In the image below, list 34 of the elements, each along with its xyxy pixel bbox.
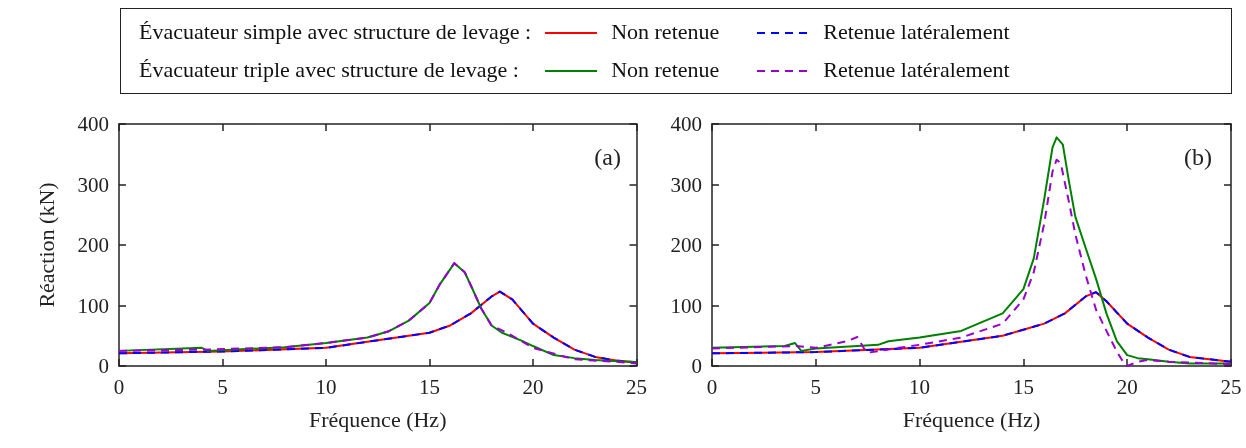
legend-label: Non retenue [610, 56, 721, 84]
legend-label: Retenue latéralement [822, 18, 1011, 46]
y-tick-label: 400 [670, 112, 702, 136]
x-tick-label: 0 [706, 374, 718, 399]
y-tick-label: 0 [98, 354, 109, 378]
x-axis-title: Fréquence (Hz) [902, 406, 1041, 432]
y-tick-label: 100 [77, 293, 109, 318]
y-tick-label: 300 [670, 172, 702, 197]
x-tick-label: 15 [419, 374, 440, 399]
text: (b) [1184, 144, 1212, 170]
x-tick-label: 25 [1220, 374, 1242, 399]
y-tick-label: 400 [77, 112, 109, 136]
x-tick-label: 5 [217, 374, 228, 399]
y-tick-label: 200 [670, 233, 702, 257]
line-series [711, 291, 1232, 363]
y-tick-label: 200 [77, 233, 109, 257]
x-tick-label: 0 [113, 374, 125, 399]
x-axis-title: Fréquence (Hz) [309, 406, 447, 432]
x-tick-label: 15 [1012, 374, 1034, 399]
y-tick-label: 100 [670, 293, 702, 318]
legend-label: Non retenue [610, 18, 721, 46]
y-axis-title: Réaction (kN) [33, 182, 59, 308]
y-tick-label: 300 [77, 172, 109, 197]
x-tick-label: 5 [810, 374, 822, 399]
x-tick-label: 25 [626, 374, 647, 399]
x-tick-label: 10 [909, 374, 931, 399]
x-tick-label: 10 [315, 374, 337, 399]
legend-label: Retenue latéralement [822, 56, 1011, 84]
text: Évacuateur triple avec structure de levage : [138, 56, 520, 84]
x-tick-label: 20 [522, 374, 544, 399]
text: Évacuateur simple avec structure de levage : [138, 18, 533, 46]
text: (a) [594, 144, 621, 170]
x-tick-label: 20 [1116, 374, 1138, 399]
y-tick-label: 0 [691, 354, 702, 378]
